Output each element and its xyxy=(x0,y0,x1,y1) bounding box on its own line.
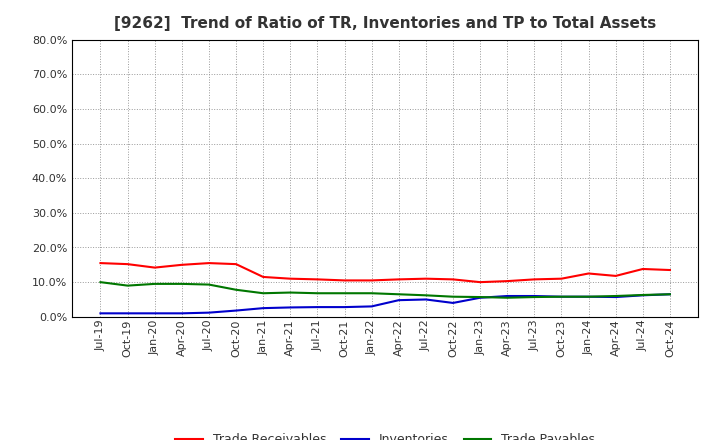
Inventories xyxy=(530,293,539,299)
Trade Receivables xyxy=(611,273,620,279)
Inventories xyxy=(639,293,647,298)
Trade Receivables xyxy=(313,277,322,282)
Inventories xyxy=(476,295,485,301)
Inventories xyxy=(665,292,674,297)
Trade Payables xyxy=(639,292,647,297)
Inventories xyxy=(395,297,403,303)
Trade Receivables xyxy=(341,278,349,283)
Trade Payables xyxy=(476,294,485,300)
Inventories xyxy=(313,304,322,310)
Inventories xyxy=(96,311,105,316)
Inventories xyxy=(611,294,620,300)
Trade Receivables xyxy=(449,277,457,282)
Trade Payables xyxy=(259,290,268,296)
Trade Payables xyxy=(367,290,376,296)
Trade Receivables xyxy=(421,276,430,281)
Inventories xyxy=(421,297,430,302)
Trade Payables xyxy=(286,290,294,295)
Inventories xyxy=(204,310,213,315)
Trade Receivables xyxy=(395,277,403,282)
Trade Payables xyxy=(313,290,322,296)
Inventories xyxy=(286,305,294,310)
Inventories xyxy=(123,311,132,316)
Trade Receivables xyxy=(178,262,186,268)
Inventories xyxy=(259,305,268,311)
Line: Inventories: Inventories xyxy=(101,294,670,313)
Inventories xyxy=(367,304,376,309)
Line: Trade Payables: Trade Payables xyxy=(101,282,670,298)
Inventories xyxy=(341,304,349,310)
Inventories xyxy=(150,311,159,316)
Trade Receivables xyxy=(665,268,674,273)
Trade Payables xyxy=(150,281,159,286)
Trade Payables xyxy=(232,287,240,293)
Inventories xyxy=(178,311,186,316)
Trade Receivables xyxy=(530,277,539,282)
Trade Receivables xyxy=(204,260,213,266)
Legend: Trade Receivables, Inventories, Trade Payables: Trade Receivables, Inventories, Trade Pa… xyxy=(170,429,600,440)
Trade Payables xyxy=(665,292,674,297)
Inventories xyxy=(584,294,593,299)
Trade Receivables xyxy=(232,261,240,267)
Trade Payables xyxy=(557,294,566,299)
Inventories xyxy=(503,293,511,299)
Trade Receivables xyxy=(150,265,159,270)
Trade Payables xyxy=(178,281,186,286)
Trade Receivables xyxy=(503,279,511,284)
Line: Trade Receivables: Trade Receivables xyxy=(101,263,670,282)
Title: [9262]  Trend of Ratio of TR, Inventories and TP to Total Assets: [9262] Trend of Ratio of TR, Inventories… xyxy=(114,16,657,32)
Trade Payables xyxy=(395,292,403,297)
Trade Receivables xyxy=(286,276,294,281)
Trade Receivables xyxy=(557,276,566,281)
Trade Payables xyxy=(503,295,511,301)
Trade Payables xyxy=(123,283,132,288)
Trade Payables xyxy=(421,293,430,298)
Trade Receivables xyxy=(476,279,485,285)
Trade Payables xyxy=(449,294,457,299)
Trade Payables xyxy=(204,282,213,287)
Trade Payables xyxy=(96,279,105,285)
Trade Payables xyxy=(584,294,593,299)
Trade Receivables xyxy=(367,278,376,283)
Trade Receivables xyxy=(584,271,593,276)
Trade Payables xyxy=(530,294,539,300)
Trade Receivables xyxy=(123,261,132,267)
Inventories xyxy=(557,294,566,299)
Trade Receivables xyxy=(96,260,105,266)
Trade Receivables xyxy=(639,266,647,271)
Trade Receivables xyxy=(259,274,268,279)
Trade Payables xyxy=(611,293,620,299)
Inventories xyxy=(232,308,240,313)
Trade Payables xyxy=(341,290,349,296)
Inventories xyxy=(449,300,457,305)
